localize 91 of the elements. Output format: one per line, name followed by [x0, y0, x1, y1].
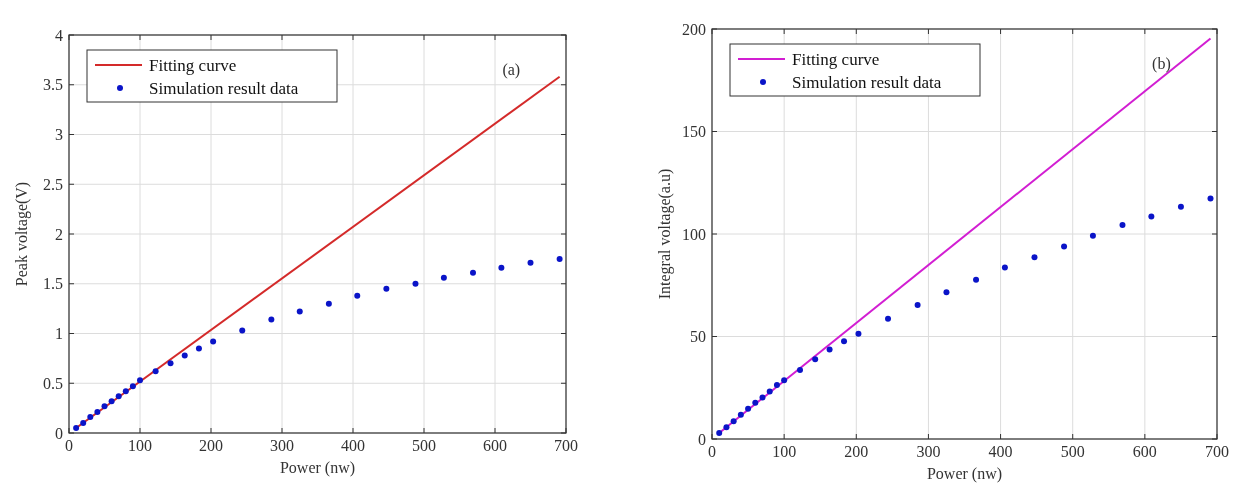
x-tick-label: 600	[1132, 443, 1157, 460]
x-axis-title: Power (nw)	[926, 465, 1003, 483]
point	[383, 285, 390, 292]
point	[108, 398, 115, 405]
point	[354, 292, 361, 299]
legend-label: Simulation result data	[149, 78, 299, 98]
x-tick-label: 300	[270, 437, 294, 454]
point	[152, 368, 159, 375]
point	[80, 420, 87, 427]
point	[498, 264, 505, 271]
point	[1148, 213, 1155, 220]
x-tick-label: 100	[772, 443, 797, 460]
point	[716, 430, 723, 437]
point	[115, 393, 122, 400]
point	[129, 383, 136, 390]
y-axis-title: Peak voltage(V)	[13, 181, 31, 287]
point	[1119, 221, 1126, 228]
y-tick-label: 3.5	[43, 76, 63, 94]
x-tick-label: 300	[916, 443, 941, 460]
point	[723, 424, 730, 431]
y-tick-label: 2	[55, 225, 63, 243]
point	[841, 338, 848, 345]
x-tick-label: 700	[1205, 443, 1229, 460]
y-tick-label: 0	[55, 424, 63, 442]
point	[855, 330, 862, 337]
point	[101, 403, 108, 410]
point	[469, 269, 476, 276]
x-axis-title: Power (nw)	[279, 459, 356, 477]
legend-label: Simulation result data	[792, 72, 942, 92]
x-tick-label: 700	[554, 437, 578, 454]
point	[239, 327, 246, 334]
point	[87, 414, 94, 421]
y-tick-label: 150	[682, 123, 706, 141]
x-tick-label: 100	[128, 437, 152, 454]
y-axis-title: Integral voltage(a.u)	[656, 168, 674, 300]
legend-label: Fitting curve	[792, 49, 880, 69]
point	[94, 409, 101, 416]
point	[296, 308, 303, 315]
point	[556, 255, 563, 262]
point	[730, 418, 737, 425]
point	[752, 399, 759, 406]
y-tick-label: 1.5	[43, 275, 63, 293]
y-tick-label: 100	[682, 225, 706, 243]
point	[527, 259, 534, 266]
point	[195, 345, 202, 352]
point	[781, 377, 788, 384]
x-tick-label: 500	[1060, 443, 1085, 460]
x-tick-label: 200	[199, 437, 223, 454]
y-tick-label: 2.5	[43, 175, 63, 193]
x-tick-label: 400	[988, 443, 1013, 460]
point	[1089, 232, 1096, 239]
point	[826, 346, 833, 353]
point	[1177, 203, 1184, 210]
point	[210, 338, 217, 345]
point	[1207, 195, 1214, 202]
point	[325, 300, 332, 307]
point	[773, 382, 780, 389]
point	[745, 405, 752, 412]
annotation: (a)	[502, 61, 521, 79]
point	[167, 360, 174, 367]
point	[122, 388, 129, 395]
y-tick-label: 200	[682, 20, 706, 38]
point	[1001, 264, 1008, 271]
y-tick-label: 1	[55, 325, 63, 343]
point	[914, 301, 921, 308]
y-tick-label: 50	[690, 328, 706, 346]
point	[973, 276, 980, 283]
point	[885, 315, 892, 322]
point	[73, 425, 80, 432]
legend-label: Fitting curve	[149, 55, 237, 75]
point	[268, 316, 275, 323]
y-tick-label: 0.5	[43, 374, 63, 392]
x-tick-label: 200	[844, 443, 869, 460]
point	[1031, 254, 1038, 261]
annotation: (b)	[1152, 55, 1171, 73]
y-tick-label: 3	[55, 126, 63, 144]
point	[943, 289, 950, 296]
point	[766, 388, 773, 395]
point	[797, 366, 804, 373]
point	[181, 352, 188, 359]
point	[1061, 243, 1068, 250]
point	[137, 377, 143, 384]
x-tick-label: 400	[341, 437, 365, 454]
point	[737, 411, 744, 418]
point	[412, 280, 419, 287]
y-tick-label: 4	[55, 26, 63, 44]
x-tick-label: 500	[412, 437, 436, 454]
point	[812, 356, 819, 363]
point	[440, 274, 447, 281]
point	[759, 394, 766, 401]
x-tick-label: 600	[483, 437, 507, 454]
